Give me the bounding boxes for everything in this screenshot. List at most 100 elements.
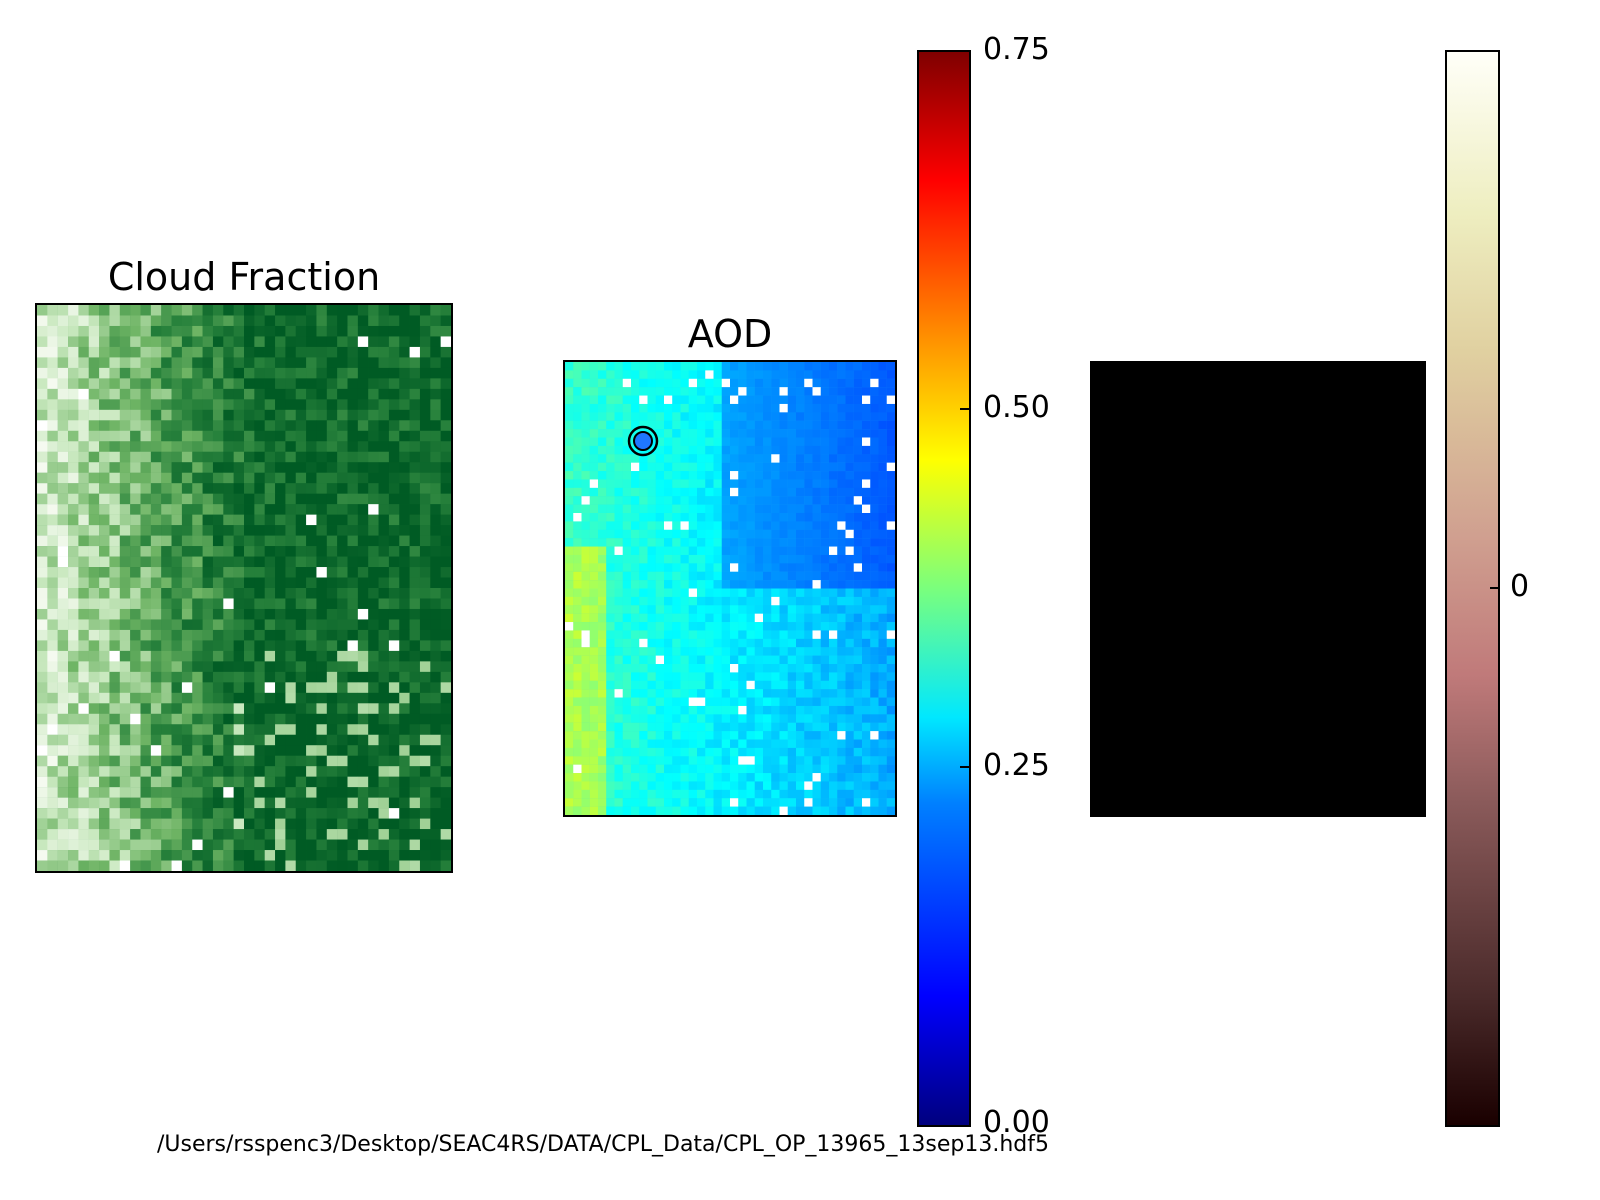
cloud-fraction-cell (306, 451, 317, 463)
aod-cell (870, 747, 879, 757)
cloud-fraction-cell (150, 462, 162, 473)
aod-cell (853, 630, 863, 640)
cloud-fraction-cell (316, 850, 328, 861)
cloud-fraction-cell (192, 692, 203, 704)
cloud-fraction-cell (140, 734, 152, 746)
cloud-fraction-cell (388, 776, 400, 788)
aod-cell (573, 664, 582, 673)
aod-cell (771, 538, 780, 547)
cloud-fraction-cell (140, 797, 152, 809)
aod-cell (779, 705, 788, 715)
cloud-fraction-cell (150, 839, 162, 851)
aod-cell (820, 596, 830, 606)
aod-cell (680, 512, 689, 522)
aod-cell (614, 529, 623, 539)
cloud-fraction-cell (378, 493, 390, 505)
aod-cell (589, 672, 599, 681)
cloud-fraction-cell (295, 315, 307, 327)
aod-cell (738, 471, 747, 480)
cloud-fraction-cell (275, 388, 286, 400)
aod-cell (565, 462, 574, 472)
aod-cell (820, 554, 830, 564)
cloud-fraction-cell (409, 378, 421, 390)
cloud-fraction-cell (181, 346, 193, 358)
aod-cell (639, 512, 648, 522)
cloud-fraction-cell (326, 504, 338, 515)
aod-cell (746, 680, 755, 690)
aod-cell (870, 798, 879, 807)
aod-cell (787, 454, 797, 463)
aod-cell (787, 672, 797, 681)
aod-cell (870, 403, 879, 413)
cloud-fraction-cell (399, 619, 410, 631)
aod-cell (680, 420, 689, 430)
aod-cell (870, 664, 879, 673)
aod-cell (845, 630, 854, 640)
aod-cell (820, 773, 830, 782)
cloud-fraction-cell (244, 525, 255, 536)
aod-cell (746, 714, 755, 723)
aod-cell (845, 773, 854, 782)
aod-cell (589, 638, 599, 648)
aod-cell (763, 445, 772, 455)
aod-cell (655, 605, 665, 614)
aod-cell (820, 362, 830, 371)
aod-cell (730, 512, 739, 522)
aod-cell (697, 554, 706, 564)
cloud-fraction-cell (150, 546, 162, 557)
aod-cell (738, 504, 747, 514)
aod-cell (763, 362, 772, 371)
aod-cell (779, 764, 788, 774)
aod-cell (763, 806, 772, 815)
cloud-fraction-heatmap (37, 305, 451, 871)
cloud-fraction-cell (161, 629, 172, 641)
cloud-fraction-cell (419, 598, 431, 610)
aod-cell (606, 454, 615, 463)
cloud-fraction-cell (368, 703, 379, 714)
cloud-fraction-cell (192, 535, 203, 547)
cloud-fraction-cell (368, 483, 379, 494)
cloud-fraction-cell (99, 776, 110, 788)
aod-cell (688, 697, 698, 707)
aod-cell (746, 412, 755, 421)
aod-cell (581, 362, 590, 371)
aod-cell (746, 588, 755, 598)
aod-cell (721, 705, 731, 715)
cloud-fraction-cell (357, 797, 369, 809)
aod-cell (845, 521, 854, 530)
cloud-fraction-cell (306, 671, 317, 683)
cloud-fraction-cell (357, 567, 369, 578)
cloud-fraction-cell (78, 745, 89, 756)
cloud-fraction-cell (347, 577, 359, 589)
cloud-fraction-cell (233, 619, 245, 631)
aod-cell (680, 471, 689, 480)
aod-cell (853, 429, 863, 438)
cloud-fraction-cell (306, 787, 317, 798)
aod-cell (746, 798, 755, 807)
cloud-fraction-cell (202, 577, 214, 589)
aod-cell (672, 596, 681, 606)
aod-cell (598, 714, 607, 723)
cloud-fraction-cell (192, 441, 203, 452)
aod-cell (721, 571, 731, 581)
cloud-fraction-cell (399, 797, 410, 809)
cloud-fraction-cell (347, 808, 359, 819)
aod-cell (812, 496, 821, 505)
aod-cell (870, 412, 879, 421)
aod-cell (754, 722, 764, 732)
aod-cell (837, 773, 846, 782)
cloud-fraction-cell (57, 808, 69, 819)
aod-cell (589, 680, 599, 690)
cloud-fraction-cell (419, 671, 431, 683)
aod-cell (589, 580, 599, 589)
aod-cell (796, 412, 805, 421)
cloud-fraction-cell (140, 357, 152, 369)
cloud-fraction-cell (202, 797, 214, 809)
aod-cell (820, 764, 830, 774)
aod-cell (697, 546, 706, 556)
aod-cell (614, 538, 623, 547)
aod-cell (672, 471, 681, 480)
cloud-fraction-cell (399, 640, 410, 652)
cloud-fraction-cell (378, 556, 390, 568)
aod-cell (845, 789, 854, 799)
